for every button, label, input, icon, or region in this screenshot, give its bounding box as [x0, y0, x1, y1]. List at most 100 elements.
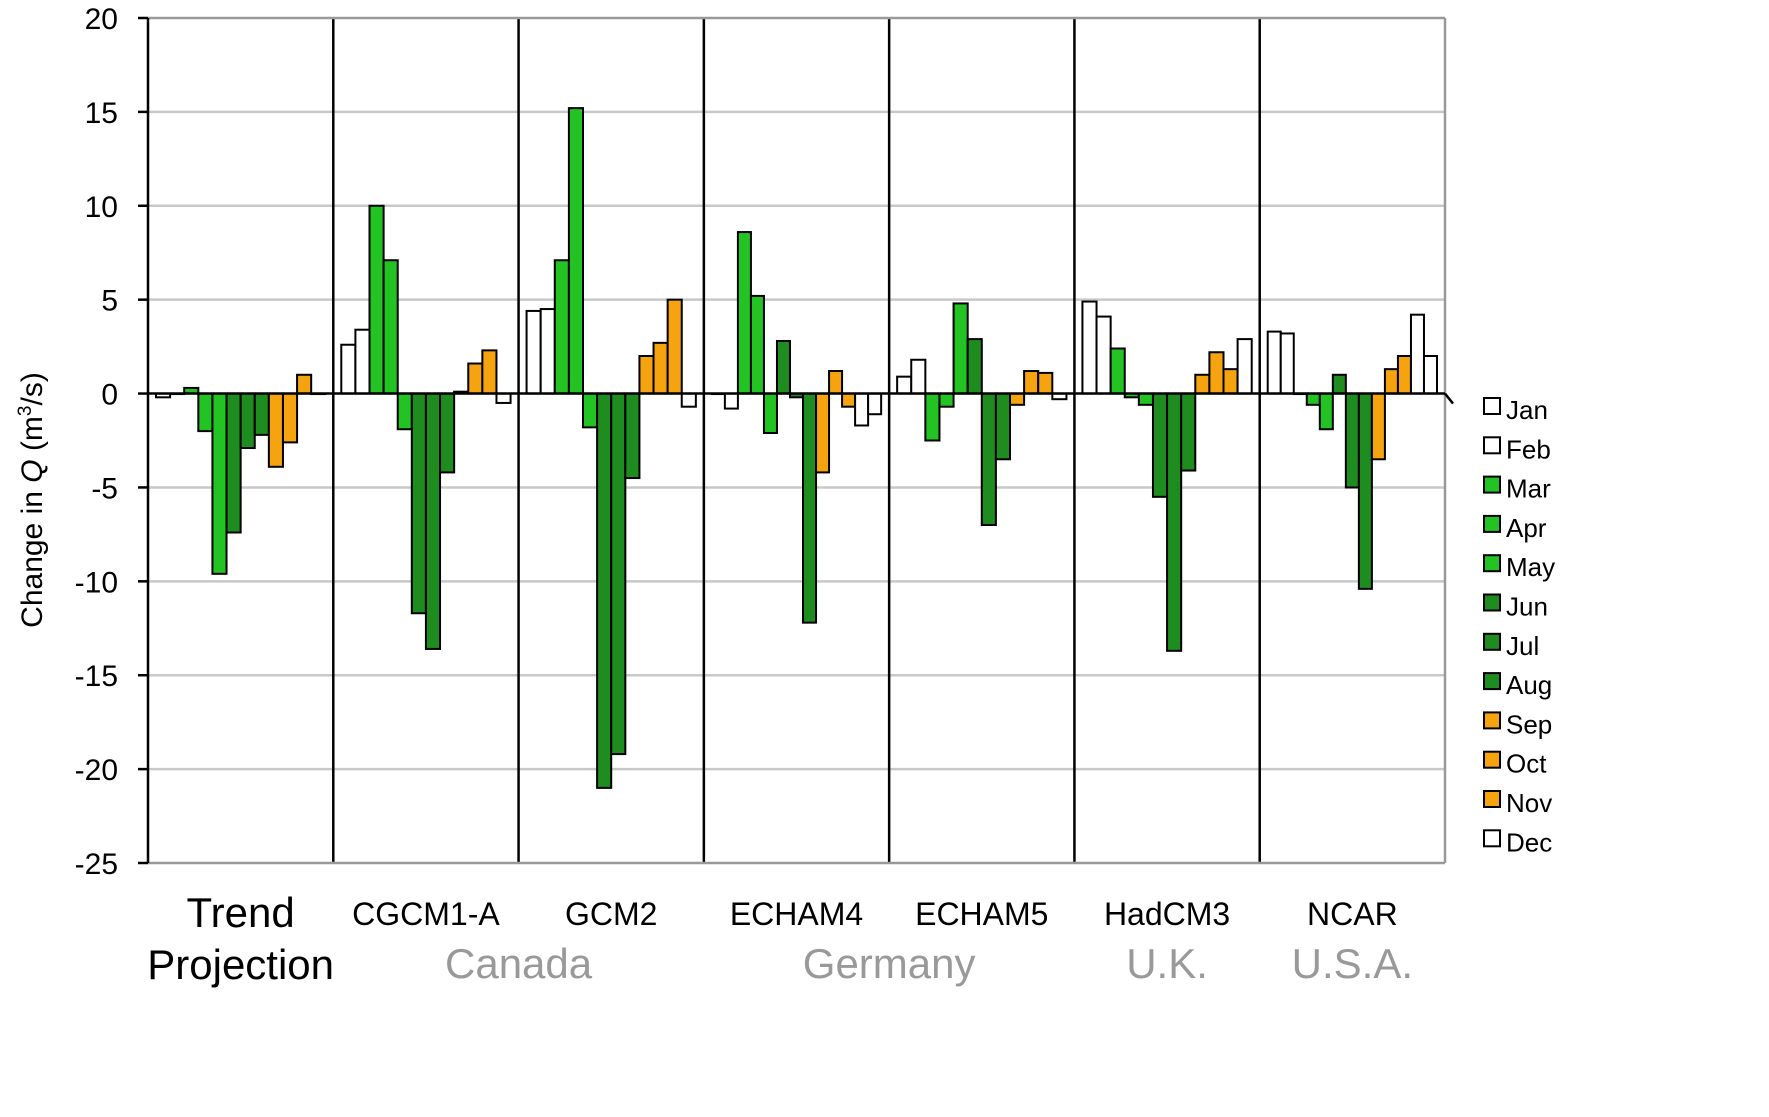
bar-nov	[841, 392, 857, 408]
bar-oct	[652, 341, 669, 395]
bar-jun	[410, 392, 427, 615]
zero-line-tick	[1444, 392, 1454, 405]
legend-swatch-nov	[1483, 790, 1501, 808]
bar-jun	[225, 392, 242, 534]
legend-swatch-apr	[1483, 514, 1501, 533]
bar-nov	[1396, 355, 1412, 395]
bar-may	[1137, 392, 1154, 406]
bar-nov	[296, 373, 313, 395]
gridlines	[148, 110, 1445, 771]
y-tick-label: -15	[75, 660, 118, 693]
bar-may	[211, 392, 228, 575]
bar-aug	[802, 392, 818, 624]
bar-extra	[1422, 355, 1439, 395]
bar-dec	[854, 392, 870, 427]
bar-oct	[467, 362, 484, 395]
bar-dec	[680, 392, 697, 408]
bar-jun	[1331, 373, 1347, 395]
bar-may	[582, 392, 599, 429]
group-label: GCM2	[565, 896, 657, 932]
group-label: HadCM3	[1104, 896, 1230, 932]
bar-oct	[1208, 351, 1225, 395]
bar-oct	[1023, 370, 1040, 395]
country-label: U.S.A.	[1292, 940, 1413, 987]
bar-aug	[1180, 392, 1197, 472]
bar-aug	[253, 392, 270, 436]
bar-jan	[1081, 300, 1098, 395]
bar-jul	[1166, 392, 1183, 652]
bar-jul	[239, 392, 256, 450]
bar-apr	[938, 392, 955, 408]
y-tick-labels: 20 15 10 5 0 -5 -10 -15 -20 -25	[75, 3, 118, 881]
legend-label-apr: Apr	[1506, 513, 1547, 543]
legend-label-jun: Jun	[1506, 592, 1548, 622]
legend-label-oct: Oct	[1506, 749, 1547, 779]
bar-sep	[815, 392, 831, 474]
bar-mar	[368, 204, 385, 395]
bar-apr	[749, 294, 765, 395]
bar-jan	[340, 343, 357, 395]
legend-swatch-aug	[1483, 672, 1501, 691]
group-label-line: Projection	[147, 941, 334, 988]
bar-mar	[553, 259, 570, 395]
y-tick-label: -5	[91, 472, 118, 505]
group-labels: Trend Projection CGCM1-A GCM2 ECHAM4 ECHAM5 Ha…	[147, 889, 1397, 988]
group-label: ECHAM4	[730, 896, 863, 932]
legend-label-jan: Jan	[1506, 395, 1548, 425]
bar-aug	[439, 392, 456, 474]
y-tick-label: 0	[101, 379, 118, 412]
y-tick-label: 15	[85, 97, 118, 130]
bar-jun	[596, 392, 613, 789]
bar-mar	[1109, 347, 1126, 395]
bar-jan	[1266, 330, 1282, 395]
bar-sep	[1370, 392, 1386, 461]
bar-feb	[1095, 315, 1112, 395]
bar-feb	[539, 308, 556, 395]
legend-label-feb: Feb	[1506, 434, 1551, 464]
y-tick-label: -25	[75, 848, 118, 881]
legend-label-sep: Sep	[1506, 709, 1552, 739]
country-labels: Canada Germany U.K. U.S.A.	[445, 940, 1413, 987]
legend-label-jul: Jul	[1506, 631, 1539, 661]
legend-label-dec: Dec	[1506, 827, 1552, 857]
bar-apr	[382, 259, 399, 395]
group-label: NCAR	[1307, 896, 1398, 932]
bar-jan	[896, 375, 913, 395]
bar-jul	[980, 392, 997, 526]
group-separators	[332, 18, 1261, 863]
bar-jul	[610, 392, 627, 756]
bar-may	[762, 392, 778, 434]
legend-swatch-dec	[1483, 829, 1501, 848]
legend-label-may: May	[1506, 552, 1555, 582]
legend-swatch-oct	[1483, 750, 1501, 769]
bar-apr	[1305, 392, 1321, 406]
legend-swatch-mar	[1483, 475, 1501, 494]
bar-dec	[1409, 313, 1425, 395]
group-label-line: Trend	[187, 889, 295, 936]
bar-jun	[775, 339, 791, 395]
bar-feb	[354, 328, 371, 395]
legend-swatch-feb	[1483, 436, 1501, 455]
bar-apr	[197, 392, 214, 433]
legend-label-mar: Mar	[1506, 474, 1551, 504]
bar-sep	[1194, 373, 1211, 395]
bar-extra	[867, 392, 883, 416]
bar-nov	[1222, 368, 1239, 395]
legend-swatch-jul	[1483, 632, 1501, 651]
legend-label-nov: Nov	[1506, 788, 1552, 818]
legend-swatch-sep	[1483, 711, 1501, 730]
bar-mar	[924, 392, 941, 442]
plot-frame	[138, 16, 1454, 865]
bar-feb	[1279, 332, 1295, 395]
bar-oct	[828, 370, 844, 395]
y-tick-label: 10	[85, 191, 118, 224]
country-label: Germany	[803, 940, 976, 987]
bar-nov	[1037, 371, 1054, 395]
bar-jan	[525, 309, 542, 395]
bar-may	[1318, 392, 1334, 431]
bar-may	[952, 302, 969, 395]
bars	[155, 107, 1439, 789]
y-axis-label: Change in Q (m3/s)	[15, 372, 49, 628]
bar-mar	[736, 231, 752, 395]
